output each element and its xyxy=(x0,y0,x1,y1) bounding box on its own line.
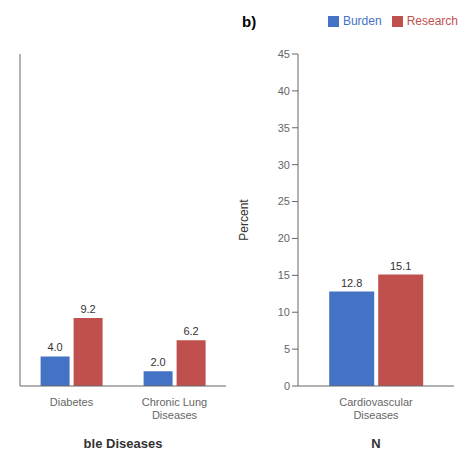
html-text:Burden: Burden xyxy=(342,14,382,28)
svg-text:N: N xyxy=(371,436,380,451)
svg-text:30: 30 xyxy=(278,159,290,171)
svg-text:25: 25 xyxy=(278,195,290,207)
svg-text:45: 45 xyxy=(278,48,290,60)
svg-text:CardiovascularDiseases: CardiovascularDiseases xyxy=(339,396,413,421)
svg-text:2.0: 2.0 xyxy=(150,356,165,368)
svg-text:20: 20 xyxy=(278,232,290,244)
svg-text:12.8: 12.8 xyxy=(341,277,362,289)
html-text:Research: Research xyxy=(406,14,458,28)
svg-text:10: 10 xyxy=(278,306,290,318)
svg-text:5: 5 xyxy=(284,343,290,355)
svg-text:40: 40 xyxy=(278,85,290,97)
svg-text:ble Diseases: ble Diseases xyxy=(84,436,163,451)
svg-text:15: 15 xyxy=(278,269,290,281)
html-text:b): b) xyxy=(242,12,257,30)
svg-text:15.1: 15.1 xyxy=(390,260,411,272)
svg-text:Percent: Percent xyxy=(237,199,251,241)
svg-text:Diabetes: Diabetes xyxy=(50,396,94,408)
svg-text:35: 35 xyxy=(278,122,290,134)
svg-text:Chronic LungDiseases: Chronic LungDiseases xyxy=(142,396,207,421)
svg-text:4.0: 4.0 xyxy=(47,341,62,353)
svg-text:9.2: 9.2 xyxy=(80,303,95,315)
svg-text:0: 0 xyxy=(284,380,290,392)
svg-text:6.2: 6.2 xyxy=(183,325,198,337)
